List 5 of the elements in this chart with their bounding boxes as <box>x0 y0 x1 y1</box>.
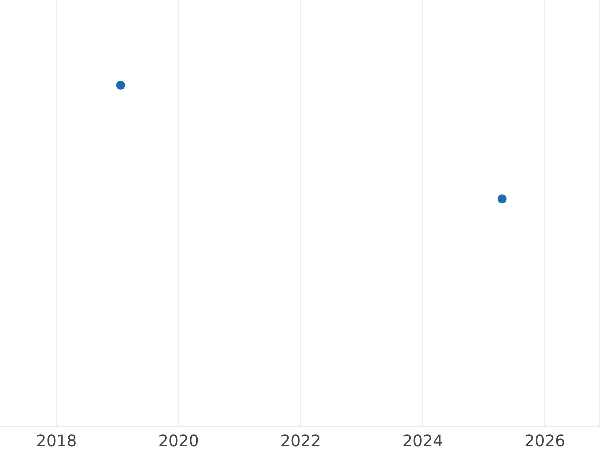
x-tick-label: 2024 <box>402 431 444 450</box>
x-tick-label: 2020 <box>158 431 200 450</box>
x-tick-label: 2022 <box>280 431 322 450</box>
x-tick-label: 2018 <box>36 431 78 450</box>
x-tick-label: 2026 <box>524 431 566 450</box>
